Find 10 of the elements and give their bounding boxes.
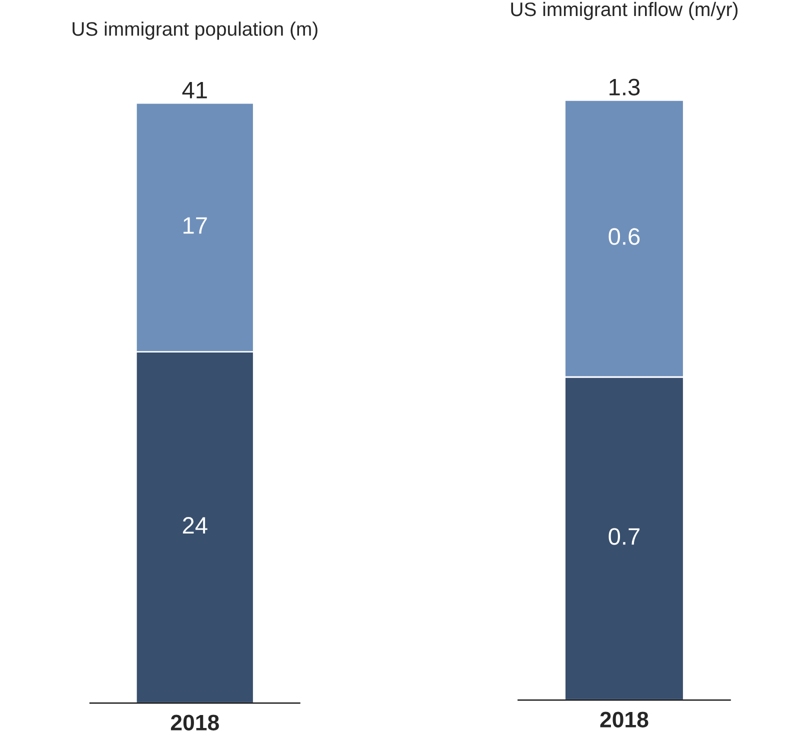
total-label: 41 xyxy=(182,82,207,98)
data-label: 0.6 xyxy=(608,228,640,245)
data-label: 17 xyxy=(184,217,207,234)
chart-title: US immigrant inflow (m/yr) xyxy=(511,2,738,20)
data-label: 0.7 xyxy=(608,528,640,545)
data-label: 24 xyxy=(182,517,208,534)
x-tick-label: 2018 xyxy=(600,712,648,728)
chart-title: US immigrant population (m) xyxy=(72,22,318,40)
total-label: 1.3 xyxy=(610,78,640,96)
x-tick-label: 2018 xyxy=(170,714,219,730)
